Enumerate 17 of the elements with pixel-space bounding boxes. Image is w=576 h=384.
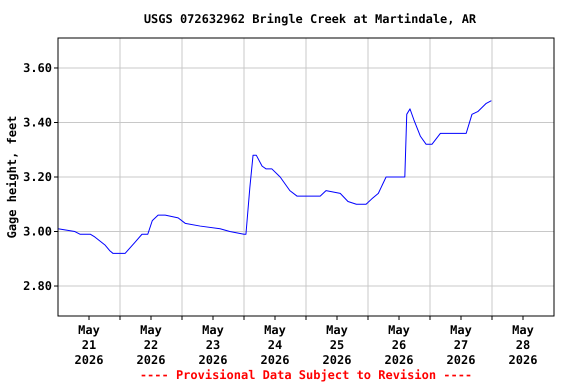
x-tick-label: May 25 2026: [322, 323, 352, 367]
y-tick-label: 3.40: [23, 116, 52, 130]
text: ---- Provisional Data Subject to Revision ----: [140, 368, 472, 382]
x-tick-label: May 22 2026: [136, 323, 166, 367]
x-tick-label: May 23 2026: [198, 323, 228, 367]
y-tick-label: 3.00: [23, 224, 52, 239]
x-tick-label: May 21 2026: [74, 323, 104, 367]
y-axis-title: Gage height, feet: [5, 116, 19, 238]
x-tick-label: May 26 2026: [384, 323, 414, 367]
x-tick-label: May 27 2026: [446, 323, 476, 367]
chart-title: USGS 072632962 Bringle Creek at Martindale, AR: [144, 12, 477, 26]
y-tick-label: 2.80: [23, 279, 52, 294]
x-tick-label: May 24 2026: [260, 323, 290, 367]
y-tick-label: 3.20: [23, 170, 52, 184]
line-series: [58, 100, 492, 254]
x-tick-label: May 28 2026: [508, 323, 538, 367]
y-tick-label: 3.60: [23, 61, 52, 76]
